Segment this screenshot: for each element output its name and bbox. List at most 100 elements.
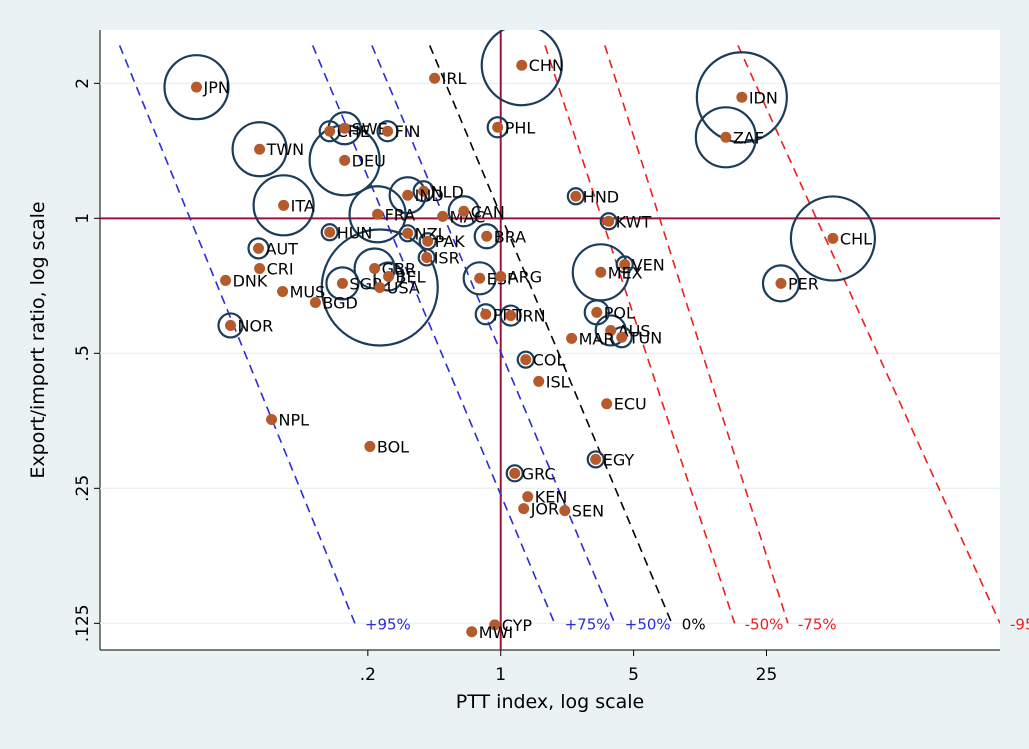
point [518, 503, 530, 515]
bubble [447, 195, 480, 228]
point-label: JOR [530, 500, 559, 519]
point-label: NPL [279, 410, 310, 429]
point-label: GRC [522, 464, 556, 483]
bubble [516, 350, 535, 369]
point [339, 154, 351, 166]
bubble [761, 264, 801, 303]
point-label: AUT [266, 239, 299, 258]
point [324, 226, 336, 238]
point [254, 262, 266, 274]
point-label: CHN [529, 56, 564, 75]
point [309, 297, 321, 309]
iso-line-label: 0% [682, 615, 706, 633]
point-label: TWN [266, 140, 305, 159]
iso-line-label: -95% [1010, 615, 1029, 633]
point [402, 227, 414, 239]
bubble [480, 30, 563, 107]
point-label: NZL [415, 224, 447, 243]
bubble [231, 121, 288, 178]
point [570, 190, 582, 202]
point-label: CRI [267, 259, 294, 278]
iso-line-label: -75% [798, 615, 837, 633]
point-label: MUS [290, 282, 326, 301]
point [601, 398, 613, 410]
bubble [586, 450, 605, 469]
bubble [695, 51, 788, 144]
point [505, 310, 517, 322]
point [616, 331, 628, 343]
point-label: HND [583, 187, 619, 206]
x-tick-label: 5 [628, 665, 639, 685]
point-label: KEN [535, 488, 568, 507]
point [509, 467, 521, 479]
point [520, 354, 532, 366]
point-label: VEN [632, 255, 665, 274]
point [429, 72, 441, 84]
point-label: HUN [337, 223, 373, 242]
point [372, 208, 384, 220]
point [383, 270, 395, 282]
point [489, 619, 501, 631]
y-tick-label: .125 [73, 604, 93, 642]
point-label: PER [788, 274, 819, 293]
point [591, 306, 603, 318]
point-label: CYP [502, 616, 533, 635]
bubble [694, 106, 757, 169]
x-axis-title: PTT index, log scale [456, 691, 644, 713]
point [369, 262, 381, 274]
point [605, 324, 617, 336]
bubble [594, 314, 627, 347]
bubble [163, 54, 230, 121]
iso-line-label: +95% [365, 615, 411, 633]
point [364, 440, 376, 452]
point-label: BGD [322, 294, 357, 313]
point-label: POL [604, 303, 635, 322]
point [336, 277, 348, 289]
point [474, 272, 486, 284]
point [458, 205, 470, 217]
bubble [486, 116, 509, 139]
iso-line-label: +75% [565, 615, 611, 633]
point-label: CHL [840, 229, 872, 248]
point-label: DEU [352, 151, 386, 170]
iso-line-label: -50% [745, 615, 784, 633]
point [720, 131, 732, 143]
point-label: ARG [508, 267, 542, 286]
point [437, 210, 449, 222]
bubble [474, 303, 497, 326]
point [422, 235, 434, 247]
point [827, 232, 839, 244]
point-label: SGP [349, 274, 382, 293]
point-label: BOL [377, 437, 409, 456]
point-label: IRL [442, 69, 467, 88]
bubble [417, 248, 436, 267]
point-label: MAR [579, 329, 615, 348]
bubble [610, 326, 633, 349]
point-label: ECU [614, 395, 647, 414]
point-label: PAK [435, 232, 466, 251]
iso-line [604, 45, 789, 624]
bubble [348, 185, 407, 244]
point [522, 491, 534, 503]
point [421, 251, 433, 263]
point-label: PHL [505, 118, 536, 137]
point [382, 125, 394, 137]
bubble [217, 312, 244, 339]
x-tick-label: 25 [756, 665, 778, 685]
y-tick-label: 2 [73, 78, 93, 89]
point [603, 215, 615, 227]
point [339, 122, 351, 134]
point [590, 453, 602, 465]
iso-line [544, 45, 736, 624]
bubble [320, 228, 439, 347]
point-label: JPN [202, 78, 229, 97]
point-label: ITA [291, 196, 315, 215]
bubble [373, 261, 404, 292]
point-label: FIN [395, 122, 421, 141]
point [736, 91, 748, 103]
bubble [789, 195, 877, 282]
point-label: TUN [628, 328, 662, 347]
point-label: KWT [616, 212, 652, 231]
point [466, 626, 478, 638]
